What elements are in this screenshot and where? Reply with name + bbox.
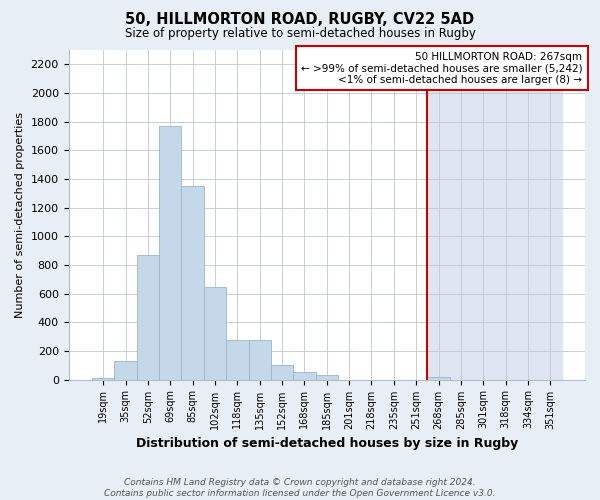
Bar bbox=[159, 126, 181, 380]
Bar bbox=[226, 340, 248, 380]
Text: 50 HILLMORTON ROAD: 267sqm
← >99% of semi-detached houses are smaller (5,242)
<1: 50 HILLMORTON ROAD: 267sqm ← >99% of sem… bbox=[301, 52, 583, 85]
Y-axis label: Number of semi-detached properties: Number of semi-detached properties bbox=[15, 112, 25, 318]
Text: Contains HM Land Registry data © Crown copyright and database right 2024.
Contai: Contains HM Land Registry data © Crown c… bbox=[104, 478, 496, 498]
Text: 50, HILLMORTON ROAD, RUGBY, CV22 5AD: 50, HILLMORTON ROAD, RUGBY, CV22 5AD bbox=[125, 12, 475, 28]
Bar bbox=[316, 374, 338, 380]
Bar bbox=[427, 376, 450, 380]
Bar bbox=[204, 287, 226, 380]
Bar bbox=[181, 186, 204, 380]
Bar bbox=[427, 50, 562, 380]
Bar bbox=[137, 255, 159, 380]
Text: Size of property relative to semi-detached houses in Rugby: Size of property relative to semi-detach… bbox=[125, 28, 475, 40]
X-axis label: Distribution of semi-detached houses by size in Rugby: Distribution of semi-detached houses by … bbox=[136, 437, 518, 450]
Bar bbox=[248, 340, 271, 380]
Bar bbox=[115, 361, 137, 380]
Bar bbox=[293, 372, 316, 380]
Bar bbox=[92, 378, 115, 380]
Bar bbox=[271, 365, 293, 380]
